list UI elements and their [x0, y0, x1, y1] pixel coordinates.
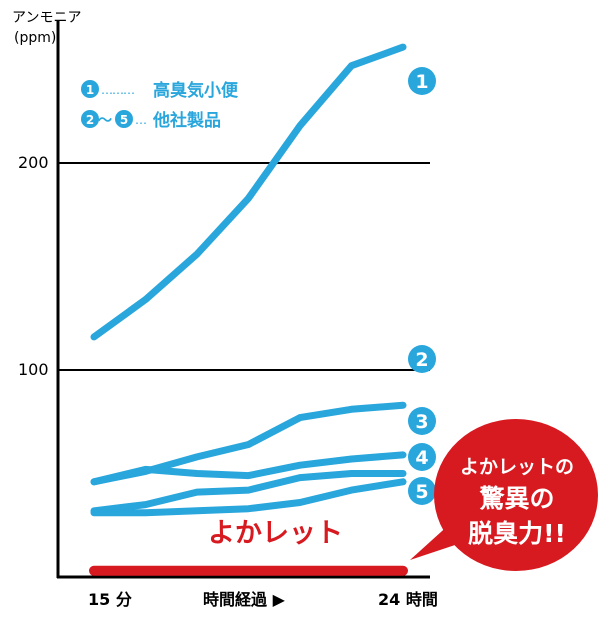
callout-bubble: よかレットの 驚異の 脱臭力!! [410, 419, 598, 571]
series-line-1 [90, 43, 407, 341]
series-line-5 [90, 478, 407, 517]
x-axis-title: 時間経過 ▶ [203, 590, 286, 609]
callout-line-2: 驚異の [479, 484, 554, 513]
y-tick-label-200: 200 [18, 153, 49, 172]
callout-body [434, 419, 598, 571]
legend-item2-tilde: 〜 [98, 113, 112, 129]
end-badge-5 [408, 477, 436, 505]
legend-badge-2 [81, 110, 99, 128]
end-badge-2-label: 2 [415, 349, 428, 371]
end-badge-3-label: 3 [415, 411, 428, 433]
end-badge-1 [408, 67, 436, 95]
series-line-4 [90, 451, 407, 486]
callout-line-1: よかレットの [460, 456, 574, 478]
legend-item1-text: 高臭気小便 [153, 80, 239, 101]
legend: 1 ……… 高臭気小便 2 〜 5 … 他社製品 [81, 80, 239, 131]
callout-line-3: 脱臭力!! [468, 519, 566, 548]
end-badge-4-label: 4 [415, 447, 428, 469]
y-axis-unit: (ppm) [14, 30, 56, 46]
legend-item1-dots: ……… [101, 83, 134, 97]
yokaret-series-label: よかレット [208, 518, 343, 549]
end-badge-1-label: 1 [415, 71, 428, 93]
end-badge-3 [408, 407, 436, 435]
end-badge-4 [408, 443, 436, 471]
end-badge-5-label: 5 [415, 481, 428, 503]
legend-badge-1-text: 1 [86, 83, 94, 97]
legend-badge-2-text: 2 [86, 113, 94, 127]
y-tick-label-100: 100 [18, 360, 49, 379]
x-tick-label-end: 24 時間 [378, 590, 438, 609]
legend-badge-1 [81, 80, 99, 98]
legend-badge-5-text: 5 [120, 113, 128, 127]
x-tick-label-start: 15 分 [88, 590, 132, 609]
series-layer [89, 43, 408, 576]
legend-item2-text: 他社製品 [152, 110, 221, 131]
legend-item2-dots: … [135, 113, 147, 127]
series-line-3 [90, 470, 407, 515]
end-badges: 1 2 3 4 5 [408, 67, 436, 505]
end-badge-2 [408, 345, 436, 373]
legend-badge-5 [115, 110, 133, 128]
y-axis-title: アンモニア [12, 10, 81, 26]
